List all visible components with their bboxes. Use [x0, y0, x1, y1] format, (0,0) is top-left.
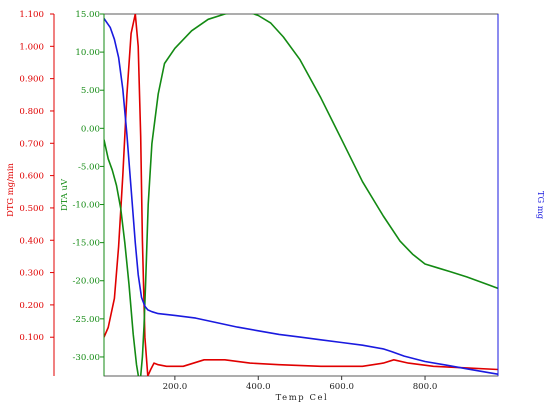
dtg-tick-label: 0.600 [19, 172, 44, 182]
x-tick-label: 800.0 [413, 382, 438, 392]
dta-tick-label: -25.00 [72, 315, 100, 325]
tg-curve [104, 18, 498, 375]
dta-tick-label: 15.00 [75, 10, 100, 20]
dtg-tick-label: 0.100 [19, 333, 44, 343]
dtg-tick-label: 0.800 [19, 107, 44, 117]
dtg-tick-label: 0.200 [19, 301, 44, 311]
tg-axis-label: TG mg [536, 191, 546, 220]
dta-tick-label: 10.00 [75, 48, 100, 58]
axes-layer: 1.100 1.000 0.900 0.800 0.700 0.600 0.500 0.400… [19, 10, 499, 392]
dtg-tick-label: 1.000 [19, 42, 44, 52]
x-axis-label: Temp Cel [276, 392, 329, 402]
dta-tick-label: -5.00 [78, 162, 100, 172]
x-tick-label: 400.0 [246, 382, 271, 392]
dtg-axis-label: DTG mg/min [5, 163, 15, 217]
dta-tick-label: 0.00 [81, 124, 100, 134]
dtg-tick-label: 0.300 [19, 269, 44, 279]
dtg-tick-label: 0.500 [19, 204, 44, 214]
dtg-tick-label: 1.100 [19, 10, 44, 20]
x-tick-label: 200.0 [163, 382, 188, 392]
dta-tick-label: -20.00 [72, 277, 100, 287]
dta-tick-label: -10.00 [72, 201, 100, 211]
dta-curve [104, 14, 498, 376]
dta-axis-label: DTA uV [59, 178, 69, 211]
dta-tick-label: 5.00 [81, 86, 100, 96]
dta-tick-label: -30.00 [72, 353, 100, 363]
dtg-curve [104, 14, 498, 376]
dtg-tick-label: 0.400 [19, 236, 44, 246]
series-layer [104, 14, 498, 376]
dtg-tick-label: 0.700 [19, 139, 44, 149]
x-tick-label: 600.0 [329, 382, 354, 392]
dtg-tick-label: 0.900 [19, 75, 44, 85]
dta-tick-label: -15.00 [72, 239, 100, 249]
